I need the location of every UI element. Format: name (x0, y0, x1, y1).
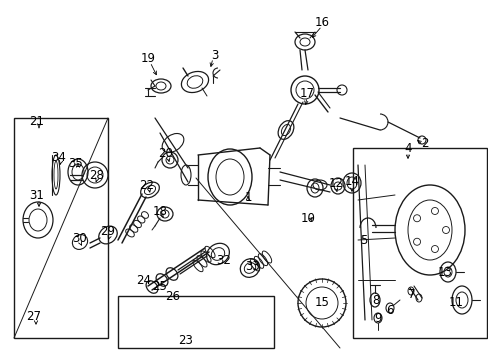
Text: 26: 26 (165, 291, 180, 303)
Text: 32: 32 (216, 255, 231, 267)
Text: 11: 11 (447, 296, 463, 309)
Text: 19: 19 (140, 51, 155, 64)
Bar (118, 296, 273, 348)
Text: 1: 1 (244, 190, 251, 203)
Text: 16: 16 (314, 15, 329, 28)
Bar (14, 118, 108, 338)
Text: 15: 15 (314, 297, 329, 310)
Text: 30: 30 (73, 231, 87, 244)
Text: 27: 27 (26, 310, 41, 323)
Text: 35: 35 (68, 157, 83, 170)
Text: 8: 8 (371, 294, 379, 307)
Text: 3: 3 (211, 49, 218, 62)
Text: 13: 13 (437, 266, 451, 279)
Text: 24: 24 (136, 274, 151, 287)
Text: 22: 22 (139, 179, 154, 192)
Text: 6: 6 (386, 303, 393, 316)
Text: 31: 31 (29, 189, 44, 202)
Text: 7: 7 (407, 288, 415, 302)
Text: 29: 29 (101, 225, 115, 238)
Text: 28: 28 (89, 168, 104, 181)
Text: 4: 4 (404, 141, 411, 154)
Text: 2: 2 (420, 136, 428, 149)
Text: 9: 9 (373, 311, 381, 324)
Text: 21: 21 (29, 114, 44, 127)
Text: 18: 18 (152, 204, 167, 217)
Text: 33: 33 (245, 261, 260, 274)
Text: 17: 17 (299, 86, 314, 99)
Text: 34: 34 (51, 150, 66, 163)
Text: 12: 12 (328, 176, 343, 189)
Text: 23: 23 (178, 333, 193, 346)
Text: 10: 10 (300, 212, 315, 225)
Text: 25: 25 (152, 279, 167, 292)
Text: 20: 20 (158, 147, 173, 159)
Text: 5: 5 (360, 234, 367, 247)
Bar (352, 148, 486, 338)
Text: 14: 14 (344, 175, 359, 188)
